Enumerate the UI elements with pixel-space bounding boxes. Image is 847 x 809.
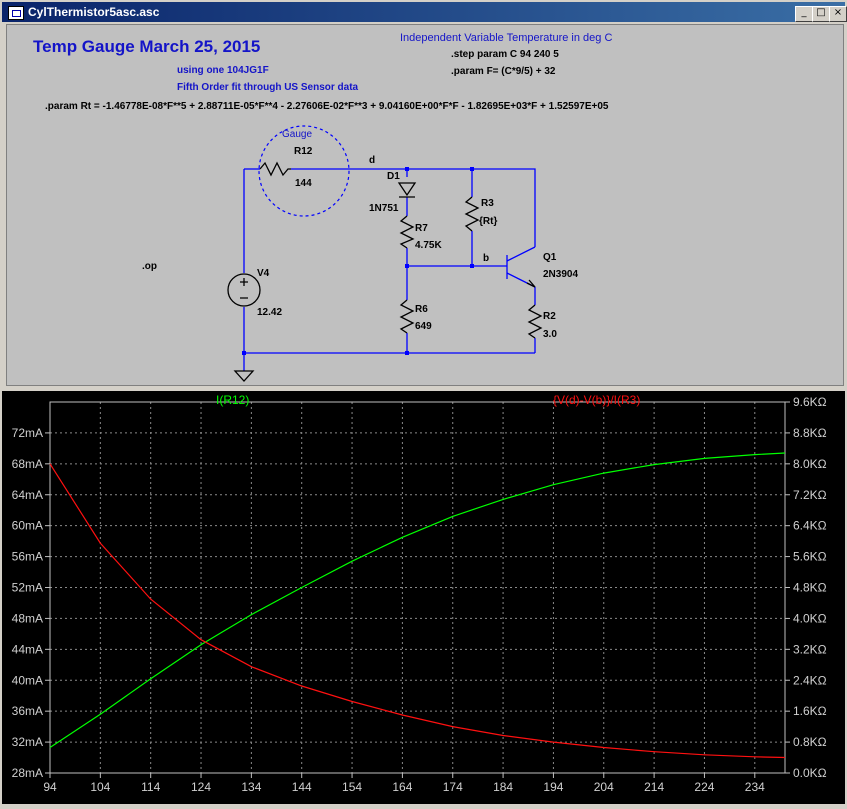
q1-name[interactable]: Q1 [543, 252, 557, 263]
y-left-tick-label: 44mA [12, 642, 43, 656]
fit-note: Fifth Order fit through US Sensor data [177, 82, 359, 93]
y-left-tick-label: 68mA [12, 457, 43, 471]
legend-ir12: I(R12) [216, 393, 249, 407]
v4-name[interactable]: V4 [257, 268, 270, 279]
series-line-ir12 [49, 452, 786, 749]
x-tick-label: 204 [594, 780, 614, 794]
y-left-tick-label: 36mA [12, 704, 43, 718]
maximize-button[interactable]: □ [812, 6, 830, 22]
net-b-label: b [483, 253, 490, 264]
y-left-tick-label: 52mA [12, 581, 43, 595]
schematic-app-icon [8, 6, 24, 20]
v4-value[interactable]: 12.42 [257, 307, 283, 318]
y-right-tick-label: 2.4KΩ [793, 673, 827, 687]
r12-value[interactable]: 144 [295, 178, 312, 189]
plot-frame [49, 401, 786, 774]
schematic-heading: Temp Gauge March 25, 2015 [33, 37, 261, 56]
y-right-tick-label: 5.6KΩ [793, 550, 827, 564]
legend-resistance: {V(d)-V(b)}/I(R3) [553, 393, 640, 407]
y-right-tick-label: 0.8KΩ [793, 735, 827, 749]
y-left-tick-label: 28mA [12, 766, 43, 780]
app-window: CylThermistor5asc.asc _ □ × [0, 0, 847, 388]
waveform-chart[interactable]: 94 104 114 124 134 144 154 164 174 184 194 204 214 22… [2, 391, 845, 804]
r2-value[interactable]: 3.0 [543, 329, 557, 340]
y-right-tick-label: 1.6KΩ [793, 704, 827, 718]
op-directive[interactable]: .op [142, 261, 157, 272]
x-tick-label: 94 [43, 780, 57, 794]
x-tick-label: 194 [543, 780, 563, 794]
q1-value[interactable]: 2N3904 [543, 269, 579, 280]
x-tick-label: 214 [644, 780, 664, 794]
y-right-tick-label: 8.0KΩ [793, 457, 827, 471]
gauge-label: Gauge [282, 129, 313, 140]
y-right-tick-label: 0.0KΩ [793, 766, 827, 780]
y-right-tick-label: 4.0KΩ [793, 611, 827, 625]
close-button[interactable]: × [829, 6, 847, 22]
title-bar[interactable]: CylThermistor5asc.asc _ □ × [2, 2, 847, 22]
x-tick-label: 134 [241, 780, 261, 794]
r6-value[interactable]: 649 [415, 321, 432, 332]
x-tick-label: 154 [342, 780, 362, 794]
r12-name[interactable]: R12 [294, 146, 313, 157]
schematic-canvas[interactable]: Temp Gauge March 25, 2015 using one 104J… [6, 24, 844, 386]
x-tick-label: 174 [443, 780, 463, 794]
series-line-resistance [49, 463, 786, 759]
y-left-tick-label: 40mA [12, 673, 43, 687]
net-d-label: d [369, 155, 376, 166]
r6-name[interactable]: R6 [415, 304, 428, 315]
schematic-wiring [227, 125, 543, 382]
r3-name[interactable]: R3 [481, 198, 494, 209]
x-tick-label: 184 [493, 780, 513, 794]
y-left-tick-label: 56mA [12, 550, 43, 564]
waveform-viewer[interactable]: 94 104 114 124 134 144 154 164 174 184 194 204 214 22… [2, 391, 845, 804]
x-tick-label: 234 [745, 780, 765, 794]
d1-name[interactable]: D1 [387, 171, 400, 182]
y-right-tick-label: 3.2KΩ [793, 642, 827, 656]
y-right-tick-label: 4.8KΩ [793, 581, 827, 595]
r3-value[interactable]: {Rt} [479, 216, 498, 227]
y-left-tick-label: 32mA [12, 735, 43, 749]
using-note: using one 104JG1F [177, 65, 269, 76]
y-left-tick-label: 48mA [12, 611, 43, 625]
y-right-tick-label: 6.4KΩ [793, 519, 827, 533]
window-title: CylThermistor5asc.asc [28, 5, 160, 19]
y-right-tick-label: 8.8KΩ [793, 426, 827, 440]
y-left-tick-label: 60mA [12, 519, 43, 533]
r2-name[interactable]: R2 [543, 311, 556, 322]
y-left-tick-label: 64mA [12, 488, 43, 502]
param-rt-directive[interactable]: .param Rt = -1.46778E-08*F**5 + 2.88711E… [45, 101, 609, 112]
r7-name[interactable]: R7 [415, 223, 428, 234]
x-tick-label: 144 [292, 780, 312, 794]
independent-var-note: Independent Variable Temperature in deg … [400, 32, 613, 44]
x-tick-label: 124 [191, 780, 211, 794]
x-tick-label: 224 [694, 780, 714, 794]
x-tick-label: 164 [392, 780, 412, 794]
y-right-tick-label: 9.6KΩ [793, 395, 827, 409]
d1-value[interactable]: 1N751 [369, 203, 399, 214]
minimize-button[interactable]: _ [795, 6, 813, 22]
x-tick-label: 104 [90, 780, 110, 794]
r7-value[interactable]: 4.75K [415, 240, 442, 251]
y-left-tick-label: 72mA [12, 426, 43, 440]
x-tick-label: 114 [141, 780, 160, 794]
y-right-tick-label: 7.2KΩ [793, 488, 827, 502]
param-f-directive[interactable]: .param F= (C*9/5) + 32 [451, 66, 556, 77]
step-directive[interactable]: .step param C 94 240 5 [451, 49, 559, 60]
